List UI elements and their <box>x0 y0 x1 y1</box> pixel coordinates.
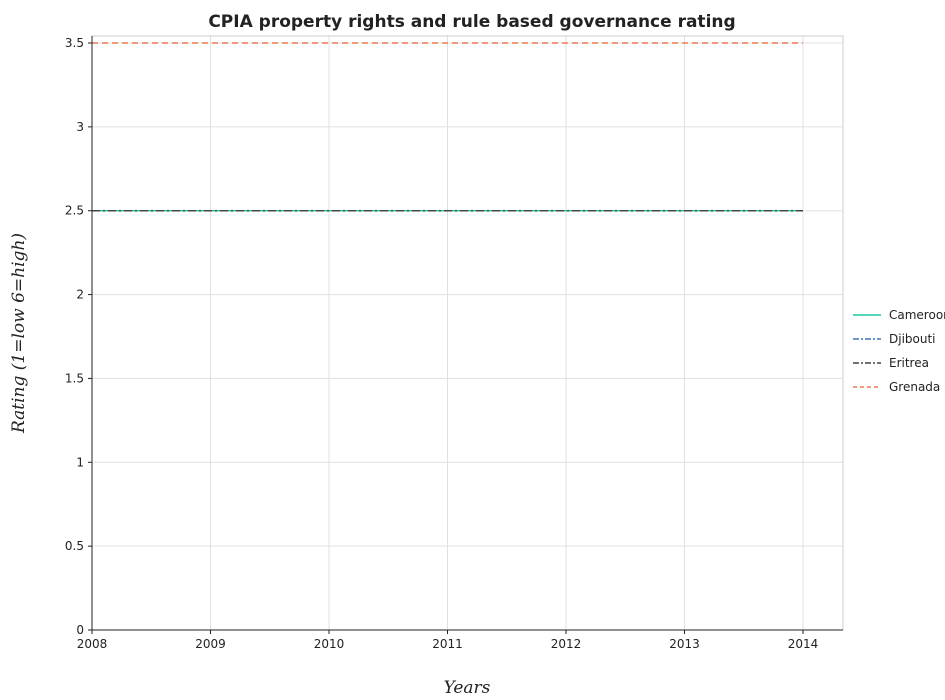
x-tick-label: 2009 <box>195 637 226 651</box>
x-axis-label: Years <box>444 678 491 698</box>
y-tick-label: 3 <box>76 120 84 134</box>
y-axis-label: Rating (1=low 6=high) <box>9 233 29 434</box>
legend-label-grenada: Grenada <box>889 380 940 394</box>
x-tick-label: 2010 <box>314 637 345 651</box>
chart-title: CPIA property rights and rule based gove… <box>208 12 735 32</box>
y-axis: 0 0.5 1 1.5 2 2.5 3 3.5 <box>65 36 93 637</box>
plot-frame <box>91 35 844 631</box>
x-tick-label: 2014 <box>788 637 819 651</box>
y-tick-label: 0.5 <box>65 539 84 553</box>
y-tick-label: 1 <box>76 455 84 469</box>
legend: Cameroon Djibouti Eritrea Grenada <box>853 308 945 394</box>
x-axis: 2008 2009 2010 2011 2012 2013 2014 <box>77 629 843 651</box>
legend-label-eritrea: Eritrea <box>889 356 929 370</box>
legend-label-cameroon: Cameroon <box>889 308 945 322</box>
y-tick-label: 3.5 <box>65 36 84 50</box>
y-tick-label: 0 <box>76 623 84 637</box>
y-tick-label: 2 <box>76 288 84 302</box>
x-tick-label: 2013 <box>669 637 700 651</box>
series-lines <box>92 42 803 212</box>
x-tick-label: 2008 <box>77 637 108 651</box>
grid <box>91 36 843 631</box>
legend-label-djibouti: Djibouti <box>889 332 936 346</box>
x-tick-label: 2012 <box>551 637 582 651</box>
x-tick-label: 2011 <box>432 637 463 651</box>
y-tick-label: 2.5 <box>65 204 84 218</box>
y-tick-label: 1.5 <box>65 371 84 385</box>
